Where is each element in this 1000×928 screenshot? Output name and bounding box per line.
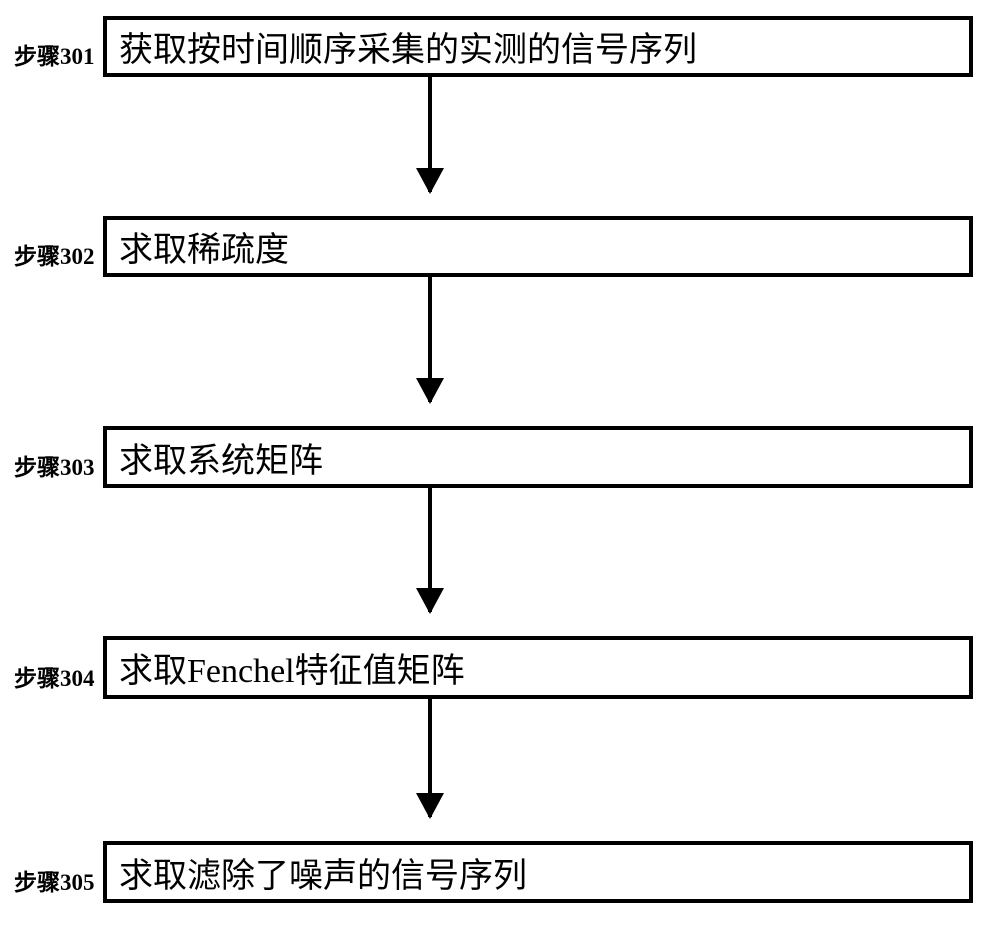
step-row-304: 步骤304 求取Fenchel特征值矩阵 — [0, 636, 973, 699]
step-row-305: 步骤305 求取滤除了噪声的信号序列 — [0, 841, 973, 903]
step-text-303: 求取系统矩阵 — [119, 433, 323, 482]
step-label-305: 步骤305 — [14, 863, 95, 897]
step-row-301: 步骤301 获取按时间顺序采集的实测的信号序列 — [0, 16, 973, 77]
step-row-302: 步骤302 求取稀疏度 — [0, 216, 973, 277]
step-text-305: 求取滤除了噪声的信号序列 — [119, 848, 527, 897]
step-box-304: 求取Fenchel特征值矩阵 — [103, 636, 973, 699]
step-row-303: 步骤303 求取系统矩阵 — [0, 426, 973, 488]
step-text-302: 求取稀疏度 — [119, 222, 289, 271]
step-text-304: 求取Fenchel特征值矩阵 — [119, 643, 465, 692]
step-box-303: 求取系统矩阵 — [103, 426, 973, 488]
arrow-1 — [428, 77, 432, 192]
step-text-301: 获取按时间顺序采集的实测的信号序列 — [119, 22, 697, 71]
step-label-303: 步骤303 — [14, 448, 95, 482]
arrow-2 — [428, 277, 432, 402]
step-box-305: 求取滤除了噪声的信号序列 — [103, 841, 973, 903]
step-box-301: 获取按时间顺序采集的实测的信号序列 — [103, 16, 973, 77]
arrow-4 — [428, 699, 432, 817]
flowchart-container: 步骤301 获取按时间顺序采集的实测的信号序列 步骤302 求取稀疏度 步骤30… — [0, 0, 1000, 928]
step-label-301: 步骤301 — [14, 37, 95, 71]
step-label-304: 步骤304 — [14, 659, 95, 693]
arrow-3 — [428, 488, 432, 612]
step-label-302: 步骤302 — [14, 237, 95, 271]
step-box-302: 求取稀疏度 — [103, 216, 973, 277]
